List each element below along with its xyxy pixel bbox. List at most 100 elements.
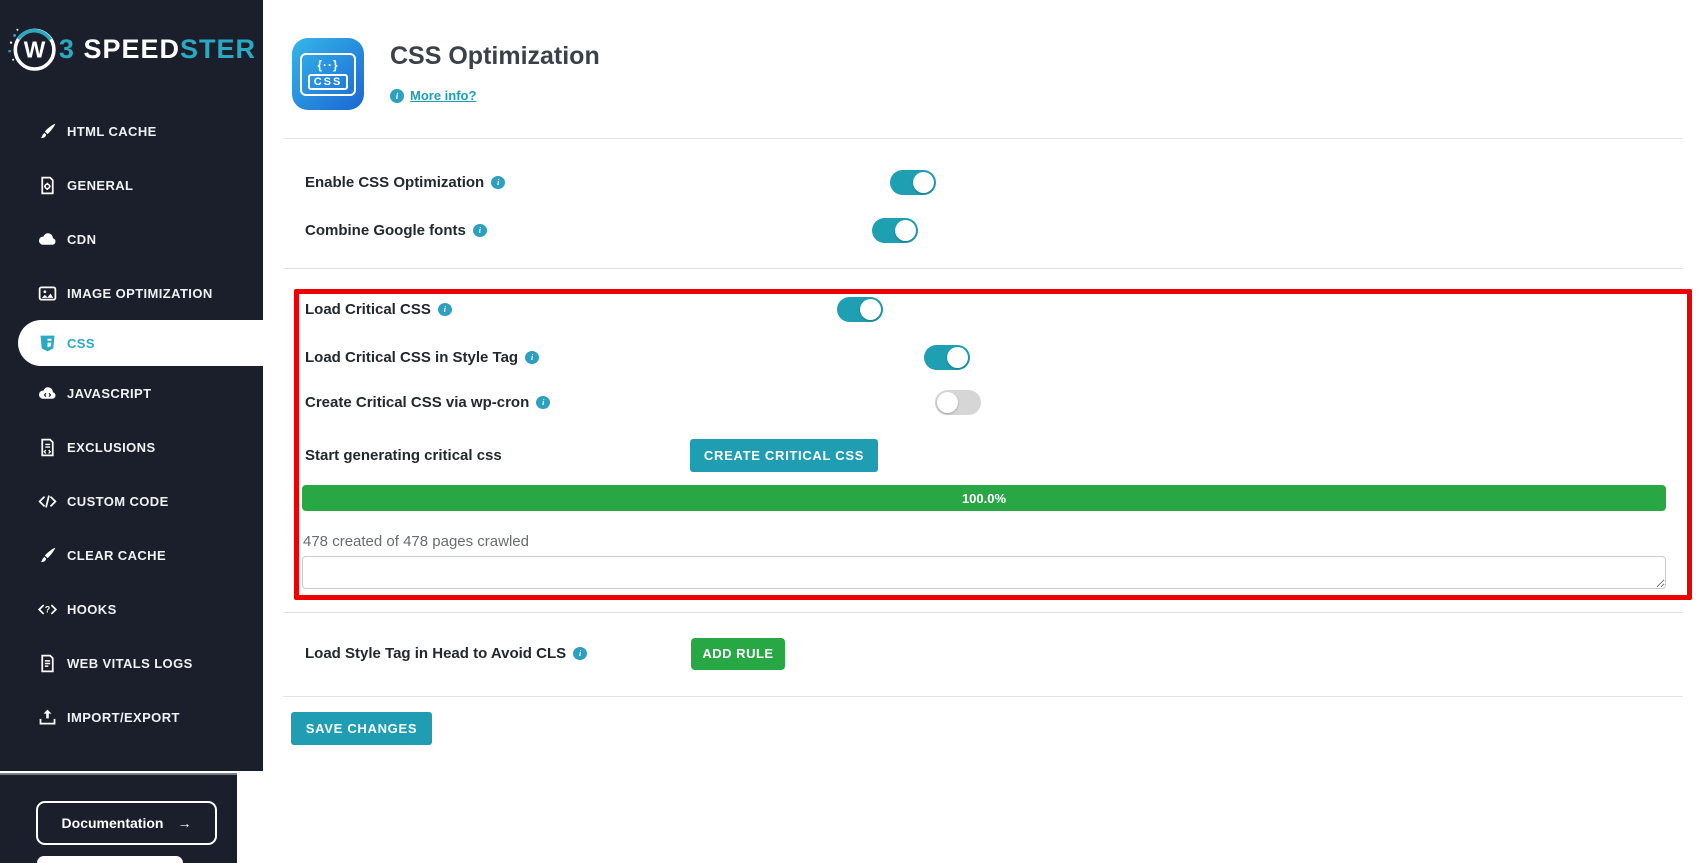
sidebar-bottom-panel: Documentation → — [0, 773, 237, 863]
partial-bottom-button[interactable] — [37, 856, 183, 863]
main-content: {··} CSS CSS Optimization i More info? E… — [263, 0, 1701, 863]
info-icon[interactable]: i — [472, 224, 487, 237]
create-critical-css-button[interactable]: CREATE CRITICAL CSS — [690, 439, 878, 472]
setting-row-generate-critical-css: Start generating critical css CREATE CRI… — [305, 439, 1205, 472]
sidebar: W 3 SPEEDSTER HTML CACHE GENERAL CDN IMA… — [0, 0, 263, 771]
upload-icon — [37, 707, 58, 728]
brand-name: 3 SPEEDSTER — [59, 34, 256, 65]
w3speedster-logo: W 3 SPEEDSTER — [6, 10, 256, 88]
sidebar-item-label: CSS — [67, 335, 95, 351]
sidebar-item-web-vitals-logs[interactable]: WEB VITALS LOGS — [0, 636, 263, 690]
sidebar-item-label: JAVASCRIPT — [67, 385, 152, 401]
sidebar-item-image-optimization[interactable]: IMAGE OPTIMIZATION — [0, 266, 263, 320]
svg-text:W: W — [24, 37, 46, 63]
sidebar-item-label: IMPORT/EXPORT — [67, 709, 180, 725]
css-optimization-icon: {··} CSS — [292, 38, 364, 110]
documentation-label: Documentation — [61, 815, 164, 831]
sidebar-item-hooks[interactable]: ? HOOKS — [0, 582, 263, 636]
sidebar-nav: HTML CACHE GENERAL CDN IMAGE OPTIMIZATIO… — [0, 104, 263, 744]
info-icon[interactable]: i — [536, 396, 551, 409]
setting-row-load-critical-css-style-tag: Load Critical CSS in Style Tag i — [305, 341, 1205, 374]
info-icon[interactable]: i — [491, 176, 506, 189]
file-gear-icon — [37, 175, 58, 196]
brand-speed: SPEED — [74, 33, 180, 64]
toggle-combine-google-fonts[interactable] — [871, 218, 918, 243]
critical-css-log-textarea[interactable] — [302, 556, 1666, 589]
toggle-knob — [894, 220, 916, 241]
sidebar-item-label: HTML CACHE — [67, 123, 157, 139]
sidebar-item-custom-code[interactable]: CUSTOM CODE — [0, 474, 263, 528]
cloud-code-icon — [37, 383, 58, 404]
toggle-load-critical-css[interactable] — [836, 297, 883, 322]
toggle-critical-css-wp-cron[interactable] — [935, 390, 982, 415]
document-icon — [37, 653, 58, 674]
arrow-right-icon: → — [177, 815, 192, 831]
divider — [283, 268, 1683, 269]
info-icon[interactable]: i — [525, 351, 540, 364]
brand-ster: STER — [179, 33, 256, 64]
sidebar-item-label: EXCLUSIONS — [67, 439, 156, 455]
sidebar-item-label: HOOKS — [67, 601, 117, 617]
sidebar-item-label: WEB VITALS LOGS — [67, 655, 193, 671]
crawl-status-text: 478 created of 478 pages crawled — [303, 533, 529, 550]
page-title: CSS Optimization — [390, 42, 600, 70]
divider — [283, 612, 1683, 613]
setting-label: Enable CSS Optimization — [305, 174, 485, 191]
toggle-knob — [937, 392, 959, 413]
toggle-knob — [859, 299, 881, 320]
sidebar-item-label: CUSTOM CODE — [67, 493, 169, 509]
setting-label: Create Critical CSS via wp-cron — [305, 394, 530, 411]
sidebar-item-import-export[interactable]: IMPORT/EXPORT — [0, 690, 263, 744]
documentation-button[interactable]: Documentation → — [36, 801, 217, 845]
sidebar-item-exclusions[interactable]: EXCLUSIONS — [0, 420, 263, 474]
toggle-load-critical-css-style-tag[interactable] — [924, 345, 971, 370]
icon-css-text: CSS — [307, 73, 349, 90]
sidebar-item-label: GENERAL — [67, 177, 134, 193]
add-rule-button[interactable]: ADD RULE — [691, 637, 785, 670]
sidebar-item-label: CLEAR CACHE — [67, 547, 167, 563]
image-icon — [37, 283, 58, 304]
brand-number: 3 — [58, 33, 75, 64]
info-icon[interactable]: i — [573, 647, 588, 660]
file-code-icon — [37, 437, 58, 458]
setting-row-enable-css-optimization: Enable CSS Optimization i — [305, 166, 1205, 199]
save-changes-button[interactable]: SAVE CHANGES — [291, 712, 432, 745]
divider — [283, 138, 1683, 139]
sidebar-item-general[interactable]: GENERAL — [0, 158, 263, 212]
cloud-icon — [37, 229, 58, 250]
sidebar-item-javascript[interactable]: JAVASCRIPT — [0, 366, 263, 420]
progress-fill: 100.0% — [302, 485, 1666, 511]
logo-w-icon: W — [8, 28, 56, 71]
setting-label: Start generating critical css — [305, 447, 502, 464]
sidebar-item-label: CDN — [67, 231, 97, 247]
toggle-knob — [947, 347, 969, 368]
setting-row-load-critical-css: Load Critical CSS i — [305, 293, 1205, 326]
progress-percent-label: 100.0% — [961, 490, 1007, 506]
brush-icon — [37, 121, 58, 142]
css-shield-icon — [37, 333, 58, 354]
sidebar-item-html-cache[interactable]: HTML CACHE — [0, 104, 263, 158]
sidebar-item-clear-cache[interactable]: CLEAR CACHE — [0, 528, 263, 582]
svg-text:?: ? — [45, 604, 50, 614]
setting-label: Combine Google fonts — [305, 222, 466, 239]
setting-label: Load Critical CSS — [305, 301, 431, 318]
setting-row-combine-google-fonts: Combine Google fonts i — [305, 214, 1205, 247]
setting-row-style-tag-head-cls: Load Style Tag in Head to Avoid CLS i AD… — [305, 637, 1205, 670]
setting-label: Load Style Tag in Head to Avoid CLS — [305, 645, 567, 662]
divider — [283, 696, 1683, 697]
toggle-knob — [913, 172, 935, 193]
setting-label: Load Critical CSS in Style Tag — [305, 349, 519, 366]
info-icon[interactable]: i — [437, 303, 452, 316]
more-info-link-row: i More info? — [390, 88, 476, 103]
critical-css-progress-bar: 100.0% — [302, 485, 1666, 511]
hook-code-icon: ? — [37, 599, 58, 620]
sidebar-item-cdn[interactable]: CDN — [0, 212, 263, 266]
brush-icon — [37, 545, 58, 566]
code-icon — [37, 491, 58, 512]
toggle-enable-css-optimization[interactable] — [890, 170, 937, 195]
sidebar-item-css[interactable]: CSS — [18, 320, 263, 366]
info-icon: i — [390, 88, 404, 103]
setting-row-critical-css-wp-cron: Create Critical CSS via wp-cron i — [305, 386, 1205, 419]
sidebar-item-label: IMAGE OPTIMIZATION — [67, 285, 213, 301]
more-info-link[interactable]: More info? — [410, 88, 477, 103]
